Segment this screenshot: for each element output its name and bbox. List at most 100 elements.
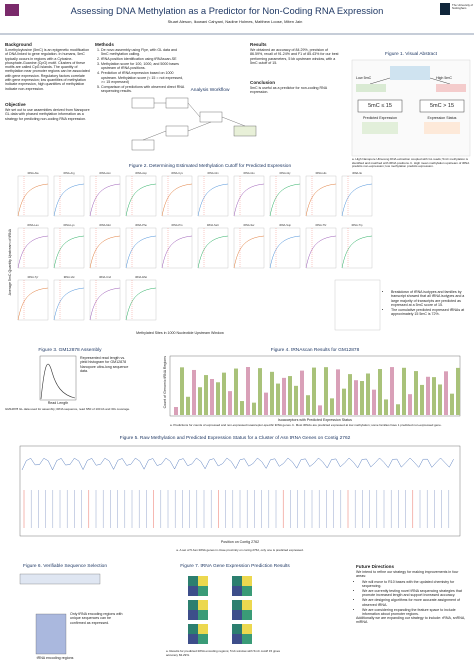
decorative-bar <box>366 373 370 415</box>
decorative-bar <box>210 379 214 415</box>
panel-frame <box>341 227 373 269</box>
panel-curve <box>269 235 301 269</box>
matrix-cell <box>188 586 198 596</box>
decorative-bar <box>414 371 418 415</box>
panel-label: tRNA-Gly <box>279 172 291 175</box>
matrix-cell <box>242 634 252 644</box>
panel-curve <box>341 183 373 217</box>
workflow-title: Analysis Workflow <box>190 88 230 93</box>
caption: GM12878 GL data used for assembly; tRNA … <box>5 407 130 411</box>
panel-label: tRNA-Sup <box>279 224 291 227</box>
list-item: The cumulative predicted expressed tRNAs… <box>391 308 471 317</box>
panel-label: tRNA-Ser <box>243 224 255 227</box>
summary-table <box>334 279 381 331</box>
cutoff-box <box>419 99 465 113</box>
decorative-bar <box>360 381 364 415</box>
panel-curve <box>17 287 49 321</box>
section-text: 5-methylcytosine (5mC) is an epigenetic … <box>5 48 90 91</box>
panel-frame <box>341 175 373 217</box>
panel-label: tRNA-Gln <box>207 172 219 175</box>
figure-notes: Breakdown of tRNA isotypes and families … <box>385 290 471 317</box>
decorative-bar <box>288 376 292 415</box>
decorative-bar <box>258 368 262 415</box>
workflow-box <box>165 97 189 109</box>
panel-frame <box>125 227 157 269</box>
panel-frame <box>305 227 337 269</box>
figure-title: Figure 6. Verifiable Sequence Selection <box>23 564 107 569</box>
panel-curve <box>17 235 49 269</box>
decorative-bar <box>180 367 184 415</box>
decorative-bar <box>456 367 460 415</box>
panel-curve <box>89 287 121 321</box>
matrix-cell <box>232 600 242 610</box>
panel-curve <box>233 183 265 217</box>
decorative-bar <box>282 377 286 415</box>
caption: a. A set of 5 Asn tRNA genes in close pr… <box>176 548 304 552</box>
matrix-cell <box>198 576 208 586</box>
section-text: 5mC is useful as a predictor for non-cod… <box>250 86 327 95</box>
track-decoration <box>21 457 454 528</box>
panel-label: tRNA-Und <box>99 276 111 279</box>
plot-frame <box>39 355 77 401</box>
outcome <box>424 122 460 134</box>
figure-title: Figure 1. Visual Abstract <box>385 52 437 57</box>
cutoff-box <box>357 99 403 113</box>
matrix-cell <box>242 600 252 610</box>
panel-frame <box>161 227 193 269</box>
decorative-bar <box>342 388 346 415</box>
figure-title: Figure 4. tRNAscan Results for GM12878 <box>270 348 360 353</box>
caption: a. Predictions for counts of expressed a… <box>170 423 442 427</box>
x-axis-title: Methylated Sites in 1000 Nucleotide Upst… <box>136 331 224 335</box>
decorative-bar <box>312 367 316 415</box>
decorative-bar <box>276 383 280 415</box>
decorative-bar <box>402 367 406 415</box>
decorative-bar <box>252 402 256 415</box>
confusion-matrices <box>188 576 252 644</box>
decorative-bar <box>246 367 250 415</box>
panel-curve <box>305 183 337 217</box>
panel-label: tRNA-Thr <box>315 224 327 227</box>
panel-curve <box>305 235 337 269</box>
panel-label: tRNA-Asp <box>135 172 147 175</box>
figure-2-panels <box>17 175 381 331</box>
decorative-bar <box>216 382 220 415</box>
panel-frame <box>161 175 193 217</box>
decorative-bar <box>396 404 400 415</box>
decorative-bar <box>390 367 394 415</box>
workflow-box <box>131 97 155 109</box>
section-heading: Background <box>5 42 32 47</box>
panel-label: tRNA-Phe <box>135 224 147 227</box>
figure-title: Figure 3. GM12878 Assembly <box>38 348 102 353</box>
section-text: We intend to refine our strategy for mak… <box>356 570 459 579</box>
decorative-bar <box>264 392 268 415</box>
panel-label: tRNA-Cys <box>171 172 183 175</box>
panel-curve <box>197 235 229 269</box>
methylation-track <box>21 457 454 471</box>
left-logo <box>5 4 19 16</box>
decorative-bar <box>174 407 178 415</box>
section-text: We set out to use assemblies derived fro… <box>5 108 90 121</box>
decorative-bar <box>270 371 274 415</box>
list-item: We are designing algorithms for more acc… <box>362 598 468 607</box>
matrix-cell <box>198 634 208 644</box>
panel-curve <box>125 183 157 217</box>
list-item: We are considering expanding the feature… <box>362 608 468 617</box>
matrix-cell <box>188 624 198 634</box>
figure-title: Figure 7. tRNA Gene Expression Predictio… <box>180 564 290 569</box>
caption: a. Results for predicted tRNA encoding r… <box>166 649 281 657</box>
panel-frame <box>17 279 49 321</box>
panel-label: tRNA-Asn <box>99 172 111 175</box>
authors: Stuart Aleson, Ikowani Cahyani, Nadine H… <box>167 19 303 24</box>
label: High 5mC <box>436 76 452 80</box>
strand <box>356 84 386 92</box>
panel-curve <box>341 235 373 269</box>
matrix-cell <box>198 624 208 634</box>
matrix-cell <box>232 610 242 620</box>
decorative-bar <box>204 375 208 415</box>
decorative-bar <box>408 394 412 415</box>
right-logo <box>440 3 450 15</box>
panel-curve <box>17 183 49 217</box>
y-axis-title: Average 5mC Quantity Upstream of tRNA <box>7 228 12 296</box>
